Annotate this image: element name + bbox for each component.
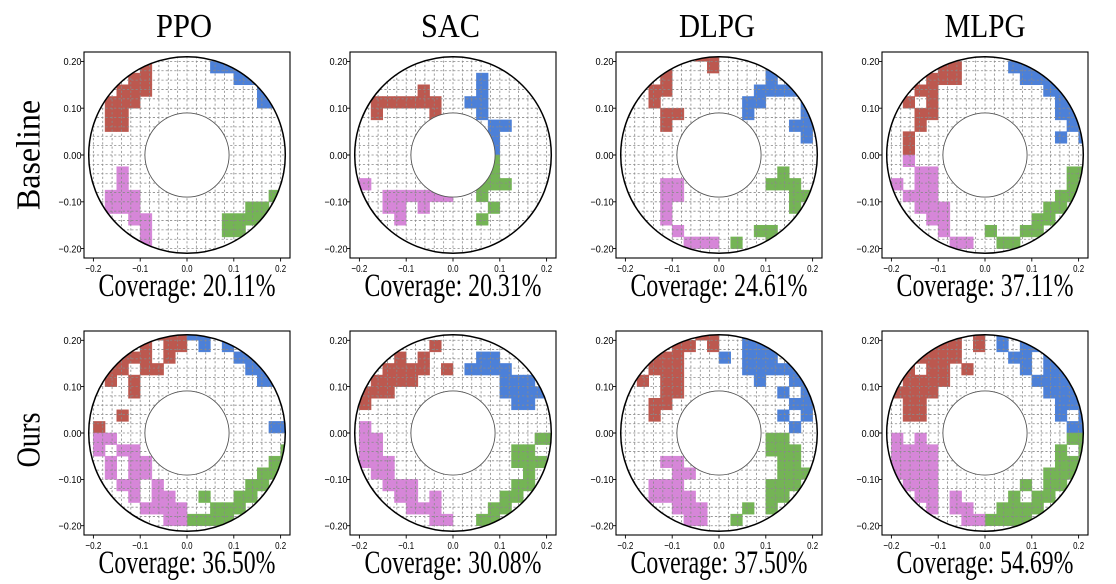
svg-text:−0.10: −0.10 [325, 474, 348, 486]
svg-text:0.2: 0.2 [1073, 263, 1084, 275]
svg-text:0.00: 0.00 [64, 150, 82, 162]
svg-text:−0.2: −0.2 [883, 263, 899, 275]
svg-text:0.0: 0.0 [714, 263, 725, 275]
svg-text:−0.20: −0.20 [59, 243, 82, 255]
svg-text:−0.20: −0.20 [857, 243, 880, 255]
svg-text:0.1: 0.1 [1026, 540, 1037, 552]
svg-text:−0.2: −0.2 [351, 540, 367, 552]
svg-text:0.0: 0.0 [980, 263, 991, 275]
svg-text:0.0: 0.0 [980, 540, 991, 552]
svg-text:0.0: 0.0 [448, 540, 459, 552]
svg-text:0.00: 0.00 [862, 150, 880, 162]
svg-text:0.2: 0.2 [541, 540, 552, 552]
svg-text:Coverage: 54.69%: Coverage: 54.69% [897, 545, 1074, 581]
svg-text:−0.1: −0.1 [398, 540, 414, 552]
svg-text:0.20: 0.20 [862, 335, 880, 347]
svg-text:0.1: 0.1 [228, 263, 239, 275]
svg-text:SAC: SAC [421, 8, 480, 45]
svg-text:−0.10: −0.10 [857, 474, 880, 486]
svg-text:Ours: Ours [11, 413, 48, 468]
svg-text:Coverage: 37.50%: Coverage: 37.50% [631, 545, 808, 581]
svg-text:0.0: 0.0 [448, 263, 459, 275]
svg-text:Coverage: 36.50%: Coverage: 36.50% [99, 545, 276, 581]
svg-text:0.20: 0.20 [64, 56, 82, 68]
svg-text:−0.20: −0.20 [325, 521, 348, 533]
svg-text:0.2: 0.2 [807, 263, 818, 275]
svg-text:0.00: 0.00 [596, 428, 614, 440]
svg-text:−0.20: −0.20 [325, 243, 348, 255]
svg-text:0.1: 0.1 [760, 540, 771, 552]
svg-text:Baseline: Baseline [11, 100, 48, 210]
svg-text:0.00: 0.00 [330, 150, 348, 162]
svg-text:0.2: 0.2 [807, 540, 818, 552]
svg-text:−0.2: −0.2 [351, 263, 367, 275]
svg-text:0.10: 0.10 [64, 381, 82, 393]
svg-text:−0.10: −0.10 [591, 197, 614, 209]
svg-text:0.1: 0.1 [1026, 263, 1037, 275]
svg-text:PPO: PPO [156, 8, 212, 45]
svg-text:Coverage: 20.31%: Coverage: 20.31% [365, 268, 542, 304]
svg-text:0.20: 0.20 [596, 335, 614, 347]
svg-text:−0.20: −0.20 [59, 521, 82, 533]
svg-text:−0.10: −0.10 [325, 197, 348, 209]
svg-text:0.2: 0.2 [275, 540, 286, 552]
svg-text:0.20: 0.20 [330, 335, 348, 347]
svg-text:0.10: 0.10 [330, 381, 348, 393]
svg-text:0.2: 0.2 [1073, 540, 1084, 552]
svg-text:0.0: 0.0 [182, 540, 193, 552]
svg-text:−0.10: −0.10 [591, 474, 614, 486]
svg-text:0.2: 0.2 [541, 263, 552, 275]
svg-text:0.2: 0.2 [275, 263, 286, 275]
svg-text:−0.1: −0.1 [132, 540, 148, 552]
svg-text:Coverage: 37.11%: Coverage: 37.11% [897, 268, 1074, 304]
svg-text:0.20: 0.20 [330, 56, 348, 68]
svg-text:Coverage: 30.08%: Coverage: 30.08% [365, 545, 542, 581]
svg-text:Coverage: 24.61%: Coverage: 24.61% [631, 268, 808, 304]
svg-text:−0.10: −0.10 [59, 474, 82, 486]
svg-text:0.20: 0.20 [64, 335, 82, 347]
svg-text:0.0: 0.0 [714, 540, 725, 552]
svg-text:−0.2: −0.2 [883, 540, 899, 552]
svg-text:0.10: 0.10 [596, 381, 614, 393]
svg-text:−0.1: −0.1 [664, 540, 680, 552]
svg-text:0.00: 0.00 [64, 428, 82, 440]
svg-text:0.20: 0.20 [596, 56, 614, 68]
svg-text:−0.1: −0.1 [132, 263, 148, 275]
svg-text:MLPG: MLPG [945, 8, 1026, 45]
svg-text:−0.20: −0.20 [591, 243, 614, 255]
svg-text:0.10: 0.10 [596, 103, 614, 115]
svg-text:−0.2: −0.2 [617, 540, 633, 552]
svg-text:0.10: 0.10 [862, 103, 880, 115]
svg-text:0.10: 0.10 [330, 103, 348, 115]
svg-text:−0.2: −0.2 [85, 540, 101, 552]
svg-text:−0.20: −0.20 [857, 521, 880, 533]
svg-text:DLPG: DLPG [679, 8, 755, 45]
svg-text:−0.1: −0.1 [398, 263, 414, 275]
svg-text:0.00: 0.00 [862, 428, 880, 440]
svg-text:0.20: 0.20 [862, 56, 880, 68]
svg-text:−0.10: −0.10 [857, 197, 880, 209]
svg-text:−0.20: −0.20 [591, 521, 614, 533]
svg-text:0.1: 0.1 [760, 263, 771, 275]
svg-text:−0.1: −0.1 [930, 263, 946, 275]
svg-text:−0.10: −0.10 [59, 197, 82, 209]
svg-text:0.10: 0.10 [64, 103, 82, 115]
svg-text:−0.1: −0.1 [664, 263, 680, 275]
svg-text:0.0: 0.0 [182, 263, 193, 275]
svg-text:−0.2: −0.2 [85, 263, 101, 275]
svg-text:0.10: 0.10 [862, 381, 880, 393]
svg-text:−0.1: −0.1 [930, 540, 946, 552]
svg-text:0.00: 0.00 [596, 150, 614, 162]
svg-text:0.00: 0.00 [330, 428, 348, 440]
svg-text:−0.2: −0.2 [617, 263, 633, 275]
svg-text:0.1: 0.1 [494, 540, 505, 552]
svg-text:0.1: 0.1 [228, 540, 239, 552]
svg-text:Coverage: 20.11%: Coverage: 20.11% [99, 268, 276, 304]
svg-text:0.1: 0.1 [494, 263, 505, 275]
